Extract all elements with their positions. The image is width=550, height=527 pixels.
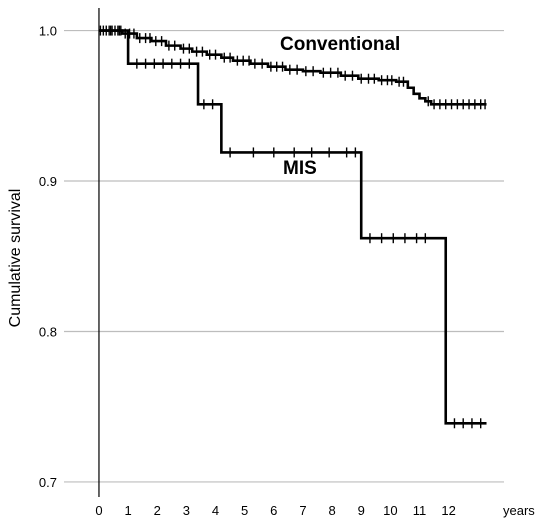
x-tick-label-10: 10: [383, 503, 397, 518]
y-tick-label-0.8: 0.8: [39, 324, 57, 339]
y-axis-label: Cumulative survival: [7, 189, 24, 328]
series-line-mis: [98, 29, 487, 425]
series-line-conventional: [98, 29, 487, 106]
y-tick-label-0.7: 0.7: [39, 475, 57, 490]
x-tick-label-4: 4: [212, 503, 219, 518]
x-tick-label-5: 5: [241, 503, 248, 518]
x-tick-label-1: 1: [124, 503, 131, 518]
gridlines: [64, 29, 504, 483]
y-tick-label-0.9: 0.9: [39, 174, 57, 189]
x-tick-labels: 0 1 2 3 4 5 6 7 8 9 10 11 12: [95, 503, 456, 518]
censor-marks: [99, 25, 486, 429]
x-tick-label-6: 6: [270, 503, 277, 518]
x-tick-label-0: 0: [95, 503, 102, 518]
x-tick-label-11: 11: [413, 503, 427, 518]
x-tick-label-12: 12: [441, 503, 455, 518]
x-tick-label-9: 9: [358, 503, 365, 518]
x-tick-label-8: 8: [328, 503, 335, 518]
series-label-mis: MIS: [283, 158, 317, 179]
series-lines: [98, 29, 487, 425]
y-tick-labels: 0.7 0.8 0.9 1.0: [39, 24, 57, 490]
x-unit-label: years: [503, 503, 535, 518]
x-tick-label-7: 7: [299, 503, 306, 518]
y-tick-label-1.0: 1.0: [39, 24, 57, 39]
x-tick-label-3: 3: [183, 503, 190, 518]
x-tick-label-2: 2: [154, 503, 161, 518]
series-label-conventional: Conventional: [280, 34, 400, 55]
